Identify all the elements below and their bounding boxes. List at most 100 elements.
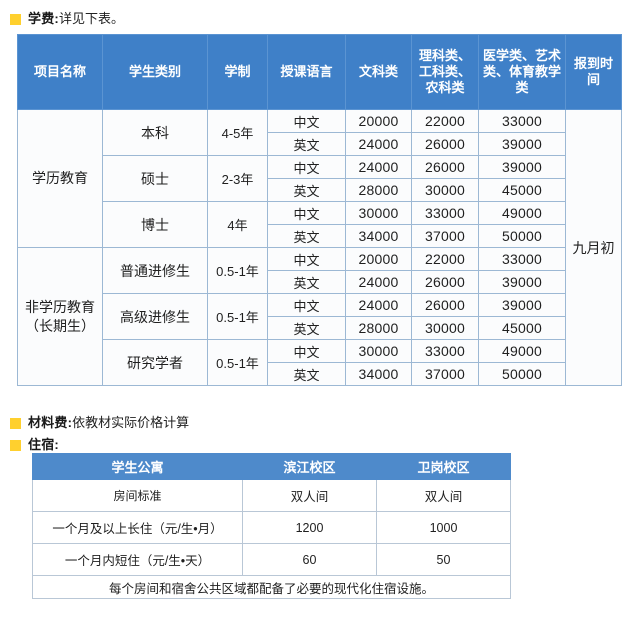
cell-student-type: 硕士 [102,155,208,202]
cell-medical-fee: 39000 [478,132,566,156]
cell-medical-fee: 33000 [478,109,566,133]
cell-language: 英文 [267,178,346,202]
heading-tuition: 学费: 详见下表。 [10,11,124,27]
heading-tuition-label: 学费: [28,11,59,26]
cell-science-fee: 26000 [411,155,479,179]
col-header-medical-art-pe: 医学类、艺术类、体育教学类 [478,34,566,110]
cell-medical-fee: 49000 [478,339,566,363]
cell-shortstay-binjiang: 60 [242,543,377,576]
col-header-science-eng-agri: 理科类、工科类、农科类 [411,34,479,110]
cell-duration: 0.5-1年 [207,339,268,386]
cell-duration: 0.5-1年 [207,247,268,294]
housing-table-container: 学生公寓 滨江校区 卫岗校区 房间标准 双人间 双人间 一个月及以上长住（元/生… [32,453,511,599]
cell-liberal-fee: 24000 [345,270,412,294]
bullet-square-icon [10,417,21,429]
cell-longstay-binjiang: 1200 [242,511,377,544]
cell-duration: 2-3年 [207,155,268,202]
fee-table: 项目名称 学生类别 学制 授课语言 文科类 理科类、工科类、农科类 医学类、艺术… [17,34,622,386]
cell-liberal-fee: 34000 [345,224,412,248]
col-header-weigang-campus: 卫岗校区 [376,453,511,480]
col-header-duration: 学制 [207,34,268,110]
cell-student-type: 高级进修生 [102,293,208,340]
heading-tuition-rest: 详见下表。 [58,11,124,26]
table-row: 非学历教育 （长期生） 普通进修生 0.5-1年 中文 20000 22000 … [17,247,622,386]
cell-liberal-fee: 34000 [345,362,412,386]
cell-longstay-label: 一个月及以上长住（元/生•月） [32,511,243,544]
fee-table-header-row: 项目名称 学生类别 学制 授课语言 文科类 理科类、工科类、农科类 医学类、艺术… [17,34,622,110]
table-row: 高级进修生 0.5-1年 中文 24000 26000 39000 [18,293,622,340]
cell-student-type: 普通进修生 [102,247,208,294]
heading-material-rest: 依教材实际价格计算 [72,415,190,430]
cell-science-fee: 22000 [411,109,479,133]
col-header-language: 授课语言 [267,34,346,110]
table-row: 每个房间和宿舍公共区域都配备了必要的现代化住宿设施。 [32,575,511,599]
cell-language: 中文 [267,201,346,225]
cell-arrival-time: 九月初 [565,109,622,386]
cell-science-fee: 26000 [411,270,479,294]
cell-science-fee: 30000 [411,178,479,202]
table-row: 英文 34000 37000 50000 [18,362,622,386]
table-row: 一个月内短住（元/生•天） 60 50 [32,543,511,576]
col-header-dormitory: 学生公寓 [32,453,243,480]
cell-medical-fee: 45000 [478,178,566,202]
col-header-program: 项目名称 [17,34,103,110]
fee-table-container: 项目名称 学生类别 学制 授课语言 文科类 理科类、工科类、农科类 医学类、艺术… [17,34,622,386]
table-row: 一个月及以上长住（元/生•月） 1200 1000 [32,511,511,544]
cell-student-type: 研究学者 [102,339,208,386]
cell-science-fee: 30000 [411,316,479,340]
cell-longstay-weigang: 1000 [376,511,511,544]
cell-science-fee: 33000 [411,339,479,363]
cell-language: 中文 [267,339,346,363]
cell-science-fee: 37000 [411,362,479,386]
cell-science-fee: 26000 [411,293,479,317]
cell-room-standard-weigang: 双人间 [376,479,511,512]
cell-science-fee: 22000 [411,247,479,271]
cell-language: 英文 [267,362,346,386]
cell-liberal-fee: 20000 [345,109,412,133]
cell-liberal-fee: 20000 [345,247,412,271]
cell-duration: 4年 [207,201,268,248]
cell-shortstay-label: 一个月内短住（元/生•天） [32,543,243,576]
cell-liberal-fee: 28000 [345,178,412,202]
cell-program-degree: 学历教育 [17,109,103,248]
cell-science-fee: 33000 [411,201,479,225]
cell-student-type: 本科 [102,109,208,156]
col-header-liberal-arts: 文科类 [345,34,412,110]
cell-liberal-fee: 30000 [345,339,412,363]
cell-liberal-fee: 28000 [345,316,412,340]
cell-duration: 0.5-1年 [207,293,268,340]
cell-language: 中文 [267,293,346,317]
housing-table-header-row: 学生公寓 滨江校区 卫岗校区 [32,453,511,480]
heading-housing: 住宿: [10,437,59,453]
cell-language: 英文 [267,132,346,156]
cell-science-fee: 26000 [411,132,479,156]
heading-material-label: 材料费: [28,415,73,430]
cell-liberal-fee: 30000 [345,201,412,225]
col-header-student-type: 学生类别 [102,34,208,110]
housing-table: 学生公寓 滨江校区 卫岗校区 房间标准 双人间 双人间 一个月及以上长住（元/生… [32,453,511,599]
cell-language: 英文 [267,270,346,294]
table-row: 英文 24000 26000 39000 [18,270,622,294]
cell-medical-fee: 50000 [478,362,566,386]
cell-language: 中文 [267,155,346,179]
bullet-square-icon [10,13,21,25]
table-row: 研究学者 0.5-1年 中文 30000 33000 49000 [18,339,622,386]
cell-shortstay-weigang: 50 [376,543,511,576]
cell-language: 英文 [267,224,346,248]
cell-medical-fee: 33000 [478,247,566,271]
cell-program-nondegree-line1: 非学历教育 [25,298,95,315]
cell-medical-fee: 49000 [478,201,566,225]
table-row: 英文 28000 30000 45000 [18,316,622,340]
cell-medical-fee: 39000 [478,270,566,294]
cell-room-standard-label: 房间标准 [32,479,243,512]
cell-language: 中文 [267,109,346,133]
cell-medical-fee: 39000 [478,293,566,317]
col-header-arrival-time: 报到时间 [565,34,622,110]
cell-science-fee: 37000 [411,224,479,248]
table-row: 房间标准 双人间 双人间 [32,479,511,512]
cell-room-standard-binjiang: 双人间 [242,479,377,512]
cell-medical-fee: 50000 [478,224,566,248]
table-row: 英文 24000 26000 39000 [18,132,622,156]
cell-duration: 4-5年 [207,109,268,156]
